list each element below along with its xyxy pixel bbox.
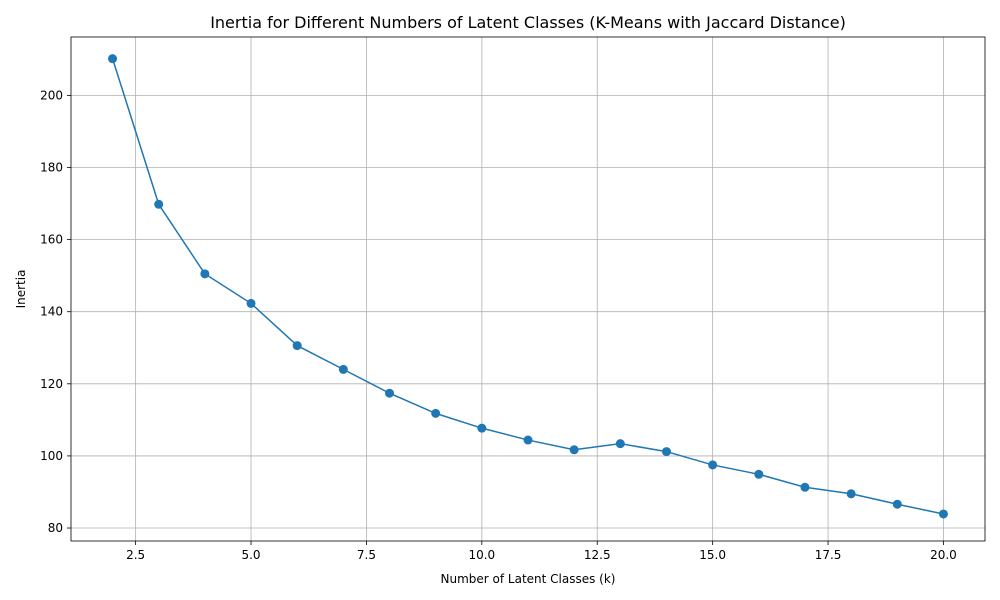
data-point (569, 445, 579, 455)
data-point (431, 408, 441, 418)
data-point (661, 447, 671, 457)
x-tick-label: 5.0 (241, 548, 260, 562)
y-tick-label: 140 (40, 305, 63, 319)
y-tick-label: 100 (40, 449, 63, 463)
chart-title: Inertia for Different Numbers of Latent … (210, 13, 846, 32)
data-point (338, 364, 348, 374)
data-point (108, 54, 118, 64)
y-tick-label: 200 (40, 88, 63, 102)
x-tick-label: 10.0 (468, 548, 495, 562)
data-point (385, 388, 395, 398)
data-point (938, 509, 948, 519)
data-point (246, 298, 256, 308)
y-axis-label: Inertia (14, 270, 28, 309)
x-tick-label: 7.5 (357, 548, 376, 562)
plot-frame (70, 36, 986, 542)
data-point (892, 499, 902, 509)
data-point (754, 469, 764, 479)
series-line (111, 58, 944, 515)
data-point (292, 341, 302, 351)
x-tick-label: 20.0 (930, 548, 957, 562)
series-inertia (108, 54, 948, 519)
x-tick-label: 12.5 (584, 548, 611, 562)
x-axis-label: Number of Latent Classes (k) (441, 572, 616, 586)
x-tick-label: 2.5 (126, 548, 145, 562)
data-point (615, 439, 625, 449)
data-point (154, 199, 164, 209)
data-point (708, 460, 718, 470)
grid (71, 37, 985, 541)
x-tick-label: 15.0 (699, 548, 726, 562)
y-tick-label: 180 (40, 161, 63, 175)
data-point (200, 269, 210, 279)
ticks: 2.5 5.0 7.5 10.0 12.5 15.0 17.5 20.0 80 100 120 140… (40, 88, 957, 562)
data-point (800, 482, 810, 492)
y-tick-label: 80 (48, 521, 63, 535)
data-point (523, 435, 533, 445)
x-tick-label: 17.5 (815, 548, 842, 562)
y-tick-label: 160 (40, 233, 63, 247)
data-point (477, 423, 487, 433)
y-tick-label: 120 (40, 377, 63, 391)
data-point (846, 489, 856, 499)
